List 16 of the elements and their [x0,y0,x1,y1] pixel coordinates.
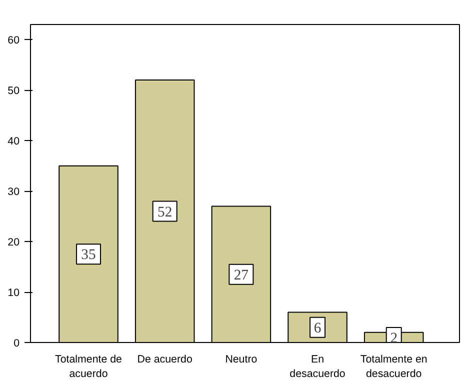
y-tick-label: 40 [8,136,20,148]
x-tick-label: De acuerdo [137,354,192,366]
data-label: 6 [314,320,322,336]
y-tick-label: 50 [8,85,20,98]
x-tick-label: Totalmente de acuerdo [55,354,122,380]
y-tick-label: 20 [8,236,20,249]
x-tick-label: Totalmente en desacuerdo [360,354,428,380]
data-label: 27 [234,267,249,284]
y-tick-label: 0 [14,338,20,350]
y-tick-label: 30 [8,186,20,198]
x-tick-label: Neutro [225,354,258,366]
data-label: 52 [158,204,172,220]
y-tick-label: 60 [8,34,20,47]
x-tick-label: En desacuerdo [290,354,346,380]
y-tick-label: 10 [8,287,20,300]
data-label: 35 [81,247,96,264]
